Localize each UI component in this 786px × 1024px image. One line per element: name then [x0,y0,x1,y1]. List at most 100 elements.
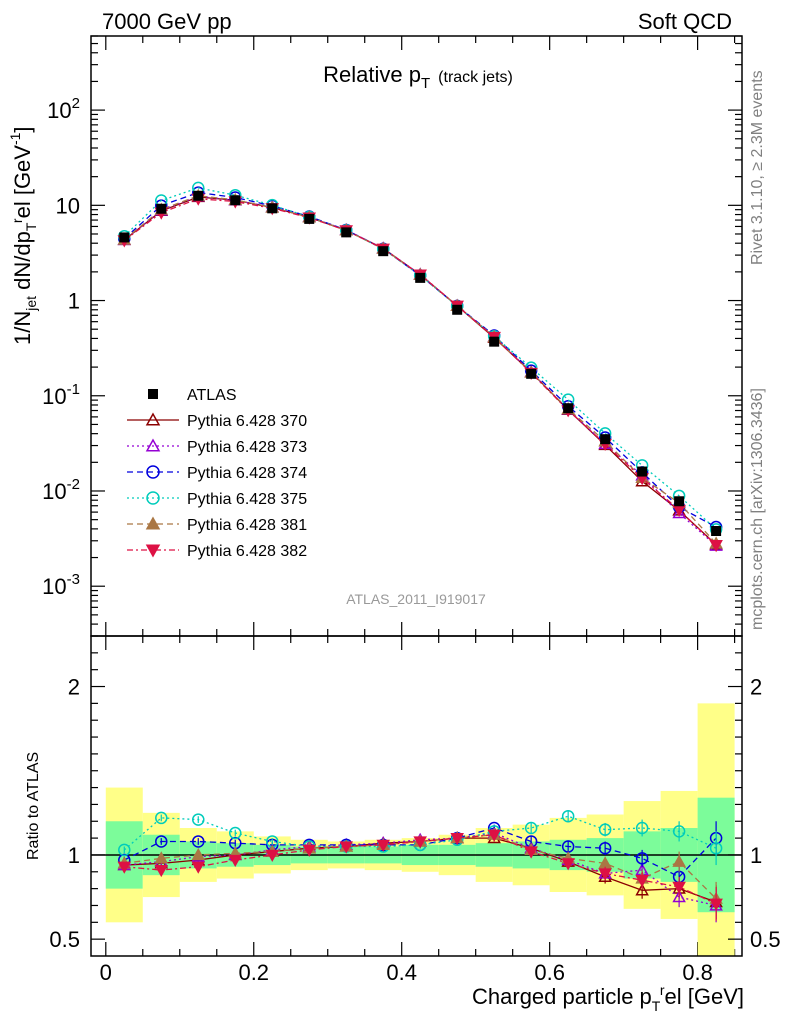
ratio-point [561,858,575,871]
plot-frame [90,635,743,957]
legend-marker [145,544,161,558]
ratio-point [635,883,649,896]
ratio-y-tick-label: 1 [68,843,80,868]
ratio-point [524,821,538,835]
atlas-data-point [230,195,241,206]
legend-marker [145,438,161,452]
ratio-point [635,821,649,835]
legend: ATLAS Pythia 6.428 370 Pythia 6.428 373 Pyt… [127,387,307,560]
legend-label: Pythia 6.428 381 [187,517,307,534]
ratio-point [635,875,649,888]
mcplots-label: mcplots.cern.ch [arXiv:1306.3436] [749,388,766,630]
ratio-y-axis-label: Ratio to ATLAS [25,752,42,860]
ratio-point [598,869,612,882]
x-tick-label: 0 [100,960,112,985]
ratio-point [672,854,686,867]
series-5-ratio [117,829,723,921]
atlas-data-point [378,246,389,257]
y-tick-label: 10-1 [42,381,80,409]
legend-marker [145,412,161,426]
y-tick-label: 1 [68,289,80,314]
atlas-data-point [156,203,167,214]
ratio-point [192,835,205,848]
ratio-point [154,864,169,878]
ratio-y-tick-label: 0.5 [49,927,80,952]
legend-marker [146,491,160,505]
ratio-y-tick-label: 2 [68,675,80,700]
ratio-point [118,843,131,857]
ratio-point [265,849,280,862]
x-tick-label: 0.2 [238,960,269,985]
ratio-point [672,825,686,838]
atlas-data-point [193,190,204,201]
x-tick-label: 0.6 [534,960,565,985]
ratio-point [229,826,242,840]
ratio-point [302,844,317,857]
ratio-point [561,809,575,823]
atlas-data-point [600,434,611,445]
ratio-point [413,836,427,849]
atlas-data-point [119,232,130,243]
rivet-label: Rivet 3.1.10, ≥ 2.3M events [749,70,766,265]
ratio-point [598,823,612,836]
x-tick-label: 0.4 [386,960,417,985]
ratio-point [487,829,501,842]
atlas-data-point [711,526,722,537]
y-tick-label: 102 [47,95,80,123]
ratio-point [155,811,168,825]
legend-marker [145,516,161,530]
legend-marker [148,389,158,399]
ratio-point [598,841,612,855]
analysis-watermark: ATLAS_2011_I919017 [346,591,486,607]
legend-label: Pythia 6.428 382 [187,543,307,560]
atlas-data-point [526,368,537,379]
ratio-point [672,881,686,894]
ratio-point [228,854,243,868]
ratio-point [191,861,206,874]
atlas-data-point [674,496,685,507]
ratio-point [709,841,723,855]
atlas-data-point [415,272,426,283]
series-point [709,540,723,553]
x-axis-label: Charged particle pTrel [GeV] [472,982,744,1014]
legend-label: Pythia 6.428 370 [187,413,307,430]
ratio-y-tick-label-right: 2 [750,675,762,700]
ratio-point [191,847,206,861]
chart-title: Relative pT (track jets) [323,62,513,92]
atlas-data-point [452,304,463,315]
ratio-point [672,890,686,903]
main-panel: 10-3 10-2 10-1 1 10 102 [42,35,743,956]
atlas-data-point [304,213,315,224]
ratio-point [598,868,612,881]
ratio-point [450,832,464,846]
atlas-data-point [563,403,574,414]
y-tick-label: 10-3 [42,571,80,599]
series-3-main [118,181,723,536]
atlas-data-point [489,336,500,347]
header-right: Soft QCD [638,9,732,34]
x-tick-label: 0.8 [682,960,713,985]
legend-label: Pythia 6.428 374 [187,465,307,482]
ratio-point [709,898,723,911]
ratio-point [154,851,169,864]
ratio-point [376,839,390,852]
y-axis-label: 1/Njet dN/dpTrel [GeV-1] [7,126,39,345]
atlas-data-point [637,466,648,477]
ratio-point [339,841,353,854]
ratio-point [635,852,649,865]
y-tick-label: 10-2 [42,476,80,504]
ratio-point [155,835,168,848]
ratio-y-tick-label-right: 1 [750,843,762,868]
header-left: 7000 GeV pp [102,9,232,34]
legend-label: ATLAS [187,387,237,404]
series-line [123,191,717,528]
legend-label: Pythia 6.428 375 [187,491,307,508]
ratio-panel: 0 0.2 0.4 0.6 0.8 0.5 0.5 1 1 2 2 [49,635,781,985]
series-line [123,195,717,544]
legend-marker [146,465,160,479]
y-tick-label: 10 [56,193,80,218]
ratio-point [524,846,538,859]
atlas-data-point [267,203,278,214]
ratio-y-tick-label-right: 0.5 [750,927,781,952]
